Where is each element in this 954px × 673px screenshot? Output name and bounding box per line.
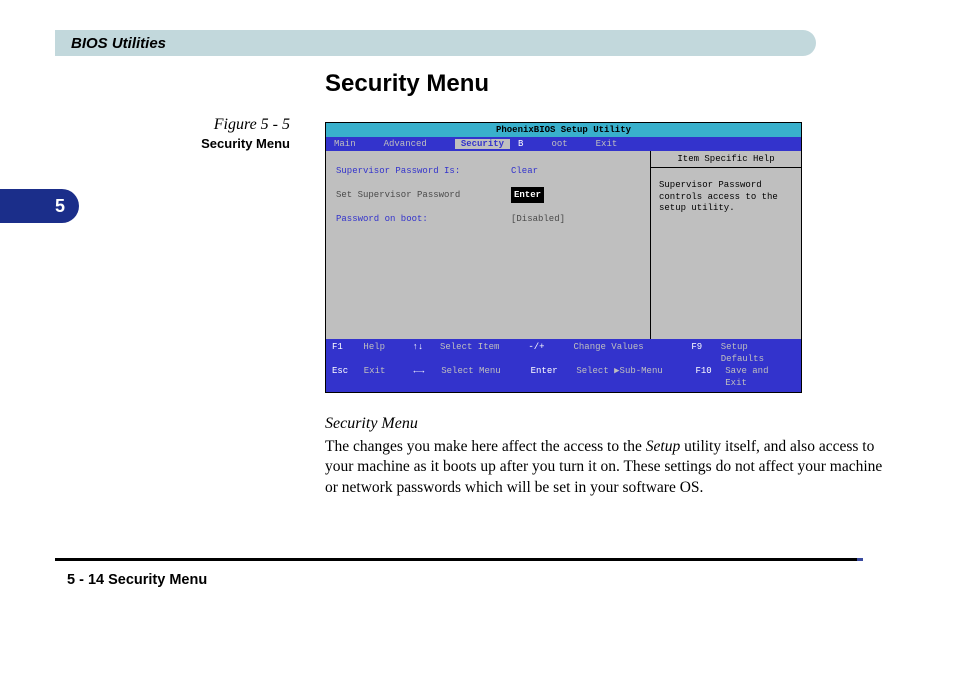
bios-menu-advanced[interactable]: Advanced [384, 139, 427, 149]
page-heading: Security Menu [325, 70, 885, 98]
figure-label-block: Figure 5 - 5 Security Menu [55, 116, 325, 151]
body-caption: Security Menu [325, 415, 885, 433]
bios-menu-exit[interactable]: Exit [596, 139, 618, 149]
figure-number: Figure 5 - 5 [55, 116, 290, 134]
bios-menu-boot[interactable]: Boot [518, 139, 568, 149]
body-text-italic: Setup [646, 438, 680, 455]
key-enter: Enter [531, 365, 577, 389]
figure-title: Security Menu [55, 136, 290, 151]
help-body: Supervisor Password controls access to t… [651, 168, 801, 227]
chapter-tab-badge: 5 [0, 189, 79, 223]
label-help: Help [363, 341, 412, 365]
password-on-boot-label: Password on boot: [336, 211, 511, 227]
label-select-submenu: Select ▶Sub-Menu [576, 365, 695, 389]
bios-fields-panel: Supervisor Password Is: Clear Set Superv… [326, 151, 651, 339]
chapter-number: 5 [55, 196, 65, 217]
label-exit: Exit [364, 365, 414, 389]
footer-rule [55, 558, 863, 561]
bios-footer-row-1: F1 Help ↑↓ Select Item -/+ Change Values… [332, 341, 795, 365]
enter-key-badge: Enter [511, 187, 544, 203]
label-select-menu: Select Menu [441, 365, 530, 389]
help-title: Item Specific Help [651, 151, 801, 168]
label-change-values: Change Values [574, 341, 692, 365]
section-header-bar: BIOS Utilities [55, 30, 816, 56]
key-updown: ↑↓ [413, 341, 440, 365]
key-esc: Esc [332, 365, 364, 389]
password-on-boot-value: [Disabled] [511, 211, 565, 227]
bios-row-set-supervisor[interactable]: Set Supervisor Password Enter [336, 187, 640, 203]
bios-footer: F1 Help ↑↓ Select Item -/+ Change Values… [326, 339, 801, 392]
label-setup-defaults: Setup Defaults [721, 341, 795, 365]
supervisor-password-value: Clear [511, 163, 538, 179]
bios-menu-security[interactable]: Security [455, 139, 510, 149]
key-f1: F1 [332, 341, 363, 365]
key-f9: F9 [691, 341, 720, 365]
right-column: Security Menu PhoenixBIOS Setup Utility … [325, 64, 885, 499]
key-f10: F10 [695, 365, 725, 389]
set-supervisor-label: Set Supervisor Password [336, 187, 511, 203]
body-text-1: The changes you make here affect the acc… [325, 438, 646, 455]
bios-footer-row-2: Esc Exit ←→ Select Menu Enter Select ▶Su… [332, 365, 795, 389]
body-paragraph: The changes you make here affect the acc… [325, 437, 885, 500]
section-header-text: BIOS Utilities [71, 35, 166, 52]
left-column: 5 Figure 5 - 5 Security Menu [55, 64, 325, 499]
bios-setup-window: PhoenixBIOS Setup Utility Main Advanced … [325, 122, 802, 393]
key-plusminus: -/+ [528, 341, 573, 365]
label-save-exit: Save and Exit [725, 365, 795, 389]
key-leftright: ←→ [413, 365, 441, 389]
supervisor-password-label: Supervisor Password Is: [336, 163, 511, 179]
bios-menubar: Main Advanced Security Boot Exit [326, 137, 801, 151]
bios-help-panel: Item Specific Help Supervisor Password c… [651, 151, 801, 339]
bios-row-supervisor-password: Supervisor Password Is: Clear [336, 163, 640, 179]
bios-row-password-on-boot[interactable]: Password on boot: [Disabled] [336, 211, 640, 227]
bios-titlebar: PhoenixBIOS Setup Utility [326, 123, 801, 137]
page-footer: 5 - 14 Security Menu [67, 572, 207, 588]
bios-menu-main[interactable]: Main [334, 139, 356, 149]
label-select-item: Select Item [440, 341, 528, 365]
main-content: 5 Figure 5 - 5 Security Menu Security Me… [55, 64, 895, 499]
bios-body: Supervisor Password Is: Clear Set Superv… [326, 151, 801, 339]
